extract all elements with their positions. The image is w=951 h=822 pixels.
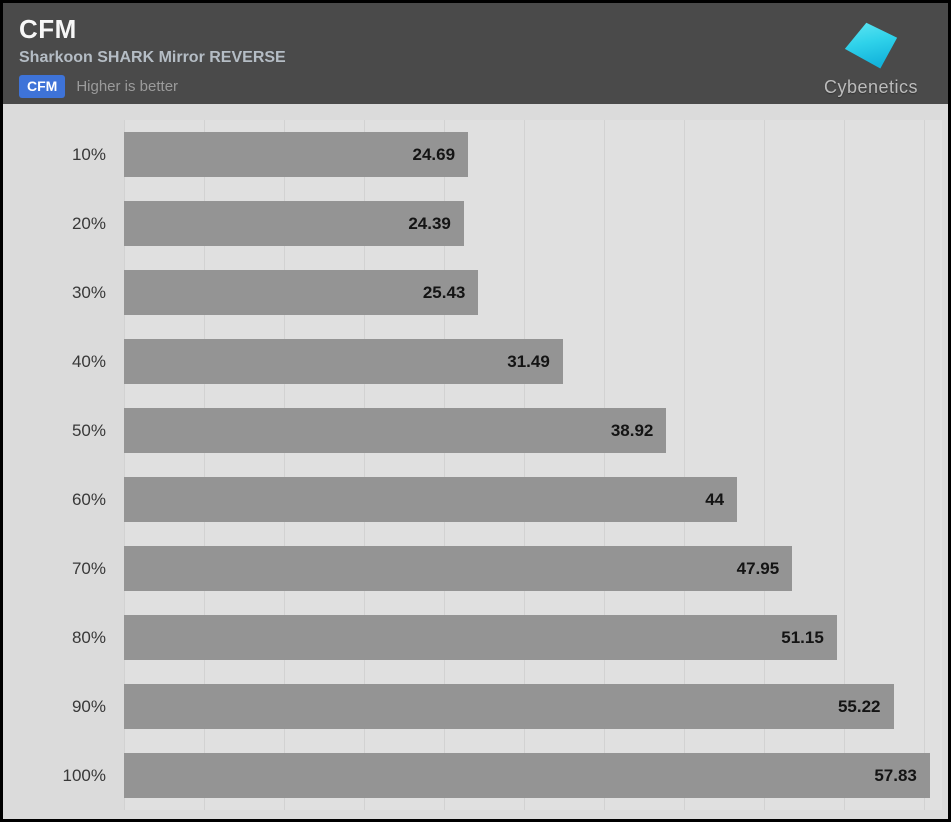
category-label: 60% — [71, 489, 106, 509]
bar: 47.95 — [124, 546, 793, 591]
bar-row: 60% 44 — [3, 465, 942, 534]
cybenetics-logo-icon — [844, 22, 898, 69]
cybenetics-logo-text: Cybenetics — [823, 77, 919, 97]
bar-track: 47.95 — [124, 534, 942, 603]
category-label: 80% — [71, 627, 106, 647]
bar: 57.83 — [124, 753, 930, 798]
bar-track: 55.22 — [124, 672, 942, 741]
bar: 44 — [124, 477, 738, 522]
category-label: 30% — [71, 282, 106, 302]
bar-row: 80% 51.15 — [3, 603, 942, 672]
bar-rows: 10% 24.69 20% 24.39 30% 25.43 40% 31.49 — [3, 120, 942, 810]
bar-row: 90% 55.22 — [3, 672, 942, 741]
cybenetics-logo: Cybenetics — [808, 16, 934, 104]
bar-track: 24.39 — [124, 189, 942, 258]
bar-row: 30% 25.43 — [3, 258, 942, 327]
bar: 38.92 — [124, 408, 667, 453]
higher-is-better-note: Higher is better — [76, 78, 179, 96]
bar-track: 57.83 — [124, 741, 942, 810]
bar-value-label: 51.15 — [781, 627, 824, 647]
bar: 31.49 — [124, 339, 563, 384]
bar-value-label: 38.92 — [610, 420, 654, 440]
bar: 51.15 — [124, 615, 837, 660]
bar-row: 50% 38.92 — [3, 396, 942, 465]
bar-chart: 10% 24.69 20% 24.39 30% 25.43 40% 31.49 — [3, 104, 948, 818]
bar-track: 31.49 — [124, 327, 942, 396]
bar-value-label: 57.83 — [874, 765, 917, 785]
bar-value-label: 31.49 — [507, 351, 550, 371]
bar: 25.43 — [124, 270, 479, 315]
bar-track: 44 — [124, 465, 942, 534]
category-label: 70% — [71, 558, 106, 578]
legend-row: CFM Higher is better — [19, 75, 286, 99]
header-text-block: CFM Sharkoon SHARK Mirror REVERSE CFM Hi… — [19, 14, 286, 104]
bar-value-label: 44 — [705, 489, 725, 509]
chart-header: CFM Sharkoon SHARK Mirror REVERSE CFM Hi… — [3, 3, 948, 104]
bar-row: 70% 47.95 — [3, 534, 942, 603]
bar: 55.22 — [124, 684, 894, 729]
bar-track: 24.69 — [124, 120, 942, 189]
bar-track: 51.15 — [124, 603, 942, 672]
bar-row: 40% 31.49 — [3, 327, 942, 396]
category-label: 100% — [62, 765, 106, 785]
bar-value-label: 24.69 — [412, 144, 456, 164]
cfm-badge: CFM — [19, 75, 66, 99]
bar: 24.69 — [124, 132, 469, 177]
category-label: 90% — [71, 696, 106, 716]
bar-track: 25.43 — [124, 258, 942, 327]
bar-row: 20% 24.39 — [3, 189, 942, 258]
category-label: 50% — [71, 420, 106, 440]
bar-value-label: 24.39 — [408, 213, 451, 233]
bar-value-label: 25.43 — [422, 282, 466, 302]
bar-row: 10% 24.69 — [3, 120, 942, 189]
bar-row: 100% 57.83 — [3, 741, 942, 810]
bar-track: 38.92 — [124, 396, 942, 465]
bar: 24.39 — [124, 201, 464, 246]
category-label: 40% — [71, 351, 106, 371]
bar-value-label: 55.22 — [837, 696, 881, 716]
chart-title: CFM — [19, 14, 77, 44]
chart-subtitle: Sharkoon SHARK Mirror REVERSE — [19, 49, 286, 67]
category-label: 20% — [71, 213, 106, 233]
bar-value-label: 47.95 — [736, 558, 780, 578]
category-label: 10% — [71, 144, 106, 164]
